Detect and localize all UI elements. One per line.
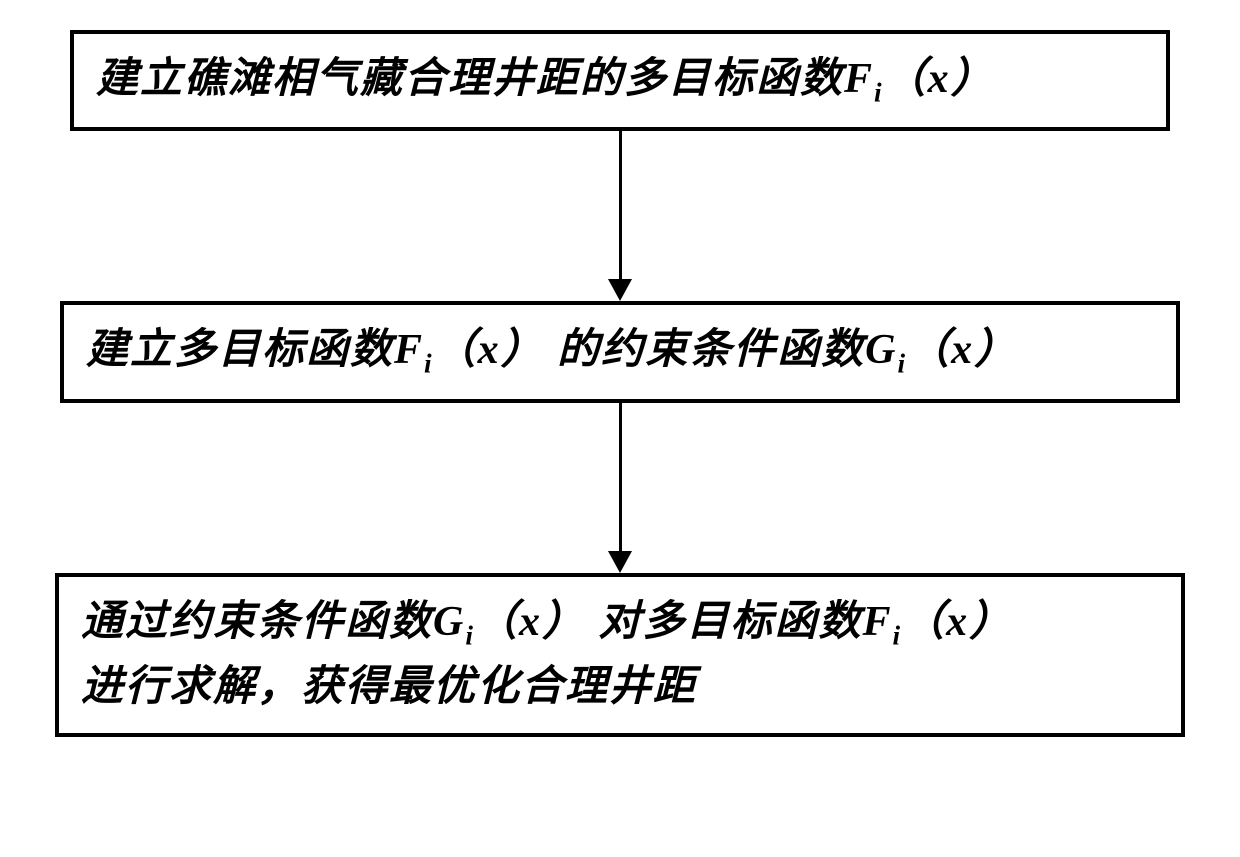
step3-line1-prefix: 通过约束条件函数 — [81, 599, 433, 645]
arrow-head — [608, 551, 632, 573]
step2-formula1: Fi（x） — [394, 327, 545, 373]
flowchart-step-1: 建立礁滩相气藏合理井距的多目标函数Fi（x） — [70, 30, 1170, 131]
step3-formula1: Gi（x） — [433, 599, 586, 645]
arrow-line — [619, 131, 622, 279]
step2-formula2: Gi（x） — [865, 327, 1018, 373]
step3-line1: 通过约束条件函数Gi（x） 对多目标函数Fi（x） — [81, 591, 1159, 656]
arrow-line — [619, 403, 622, 551]
arrow-head — [608, 279, 632, 301]
flowchart-step-2: 建立多目标函数Fi（x） 的约束条件函数Gi（x） — [60, 301, 1180, 402]
step2-text-mid: 的约束条件函数 — [545, 327, 866, 373]
step1-text-prefix: 建立礁滩相气藏合理井距的多目标函数 — [96, 56, 844, 102]
flowchart-step-3: 通过约束条件函数Gi（x） 对多目标函数Fi（x） 进行求解，获得最优化合理井距 — [55, 573, 1185, 737]
arrow-1 — [608, 131, 632, 301]
step1-formula: Fi（x） — [844, 56, 995, 102]
step2-text-prefix: 建立多目标函数 — [86, 327, 394, 373]
flowchart-container: 建立礁滩相气藏合理井距的多目标函数Fi（x） 建立多目标函数Fi（x） 的约束条… — [55, 30, 1185, 737]
step3-formula2: Fi（x） — [863, 599, 1014, 645]
step3-line2: 进行求解，获得最优化合理井距 — [81, 656, 1159, 719]
step3-line1-mid: 对多目标函数 — [586, 599, 863, 645]
arrow-2 — [608, 403, 632, 573]
